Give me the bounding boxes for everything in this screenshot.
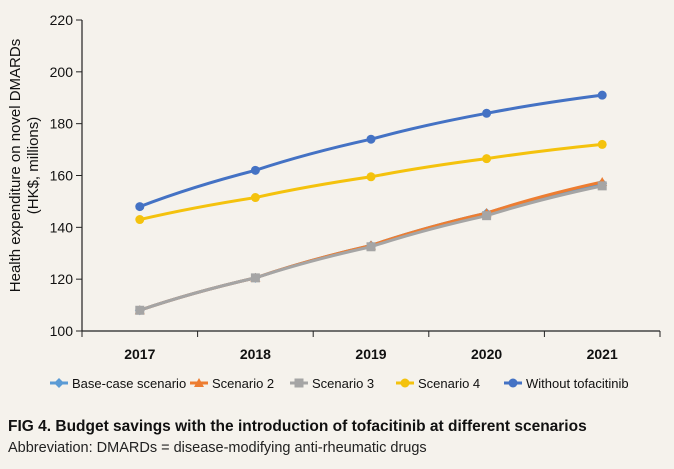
data-point [135,202,145,212]
data-point [366,242,376,252]
x-tick-label: 2021 [587,346,618,362]
y-tick-labels: 100 120 140 160 180 200 220 [50,12,74,339]
y-axis-label: Health expenditure on novel DMARDs (HK$, … [7,39,42,292]
data-point [250,193,260,203]
legend-label: Without tofacitinib [526,376,629,391]
legend-marker [508,378,518,388]
y-tick-label: 160 [50,168,74,184]
x-tick-label: 2020 [471,346,502,362]
legend-label: Scenario 4 [418,376,480,391]
legend: Base-case scenario Scenario 2 Scenario 3 Sc… [50,376,629,391]
data-point [482,211,492,221]
data-point [482,108,492,118]
legend-marker [54,378,64,388]
y-tick-label: 100 [50,323,74,339]
x-tick-label: 2017 [124,346,155,362]
data-point [250,273,260,283]
legend-label: Scenario 2 [212,376,274,391]
legend-marker [294,378,304,388]
data-point [597,90,607,100]
data-point [135,305,145,315]
y-tick-label: 180 [50,116,74,132]
data-point [135,215,145,225]
y-axis-label-line: Health expenditure on novel DMARDs [7,39,24,292]
legend-item: Scenario 3 [290,376,374,391]
x-tick-label: 2018 [240,346,271,362]
y-tick-label: 220 [50,12,74,28]
figure-caption: FIG 4. Budget savings with the introduct… [8,418,587,435]
series-scenario-4 [135,139,607,225]
series-layer [134,90,608,316]
legend-item: Scenario 4 [396,376,480,391]
y-axis-label-line: (HK$, millions) [25,117,42,215]
data-point [366,172,376,182]
legend-item: Scenario 2 [190,376,274,391]
legend-marker [400,378,410,388]
legend-label: Base-case scenario [72,376,186,391]
y-tick-label: 120 [50,271,74,287]
data-point [597,139,607,149]
legend-label: Scenario 3 [312,376,374,391]
legend-item: Without tofacitinib [504,376,629,391]
series-scenario-3 [135,181,607,315]
legend-marker [194,378,204,387]
x-tick-labels: 2017 2018 2019 2020 2021 [124,346,618,362]
y-tick-label: 140 [50,219,74,235]
data-point [597,181,607,191]
x-tick-label: 2019 [355,346,386,362]
data-point [366,134,376,144]
legend-item: Base-case scenario [50,376,186,391]
figure-abbreviation-note: Abbreviation: DMARDs = disease-modifying… [8,440,427,456]
data-point [482,154,492,164]
data-point [250,165,260,175]
chart-axes [76,19,661,337]
series-without-tofacitinib [135,90,607,212]
y-tick-label: 200 [50,64,74,80]
